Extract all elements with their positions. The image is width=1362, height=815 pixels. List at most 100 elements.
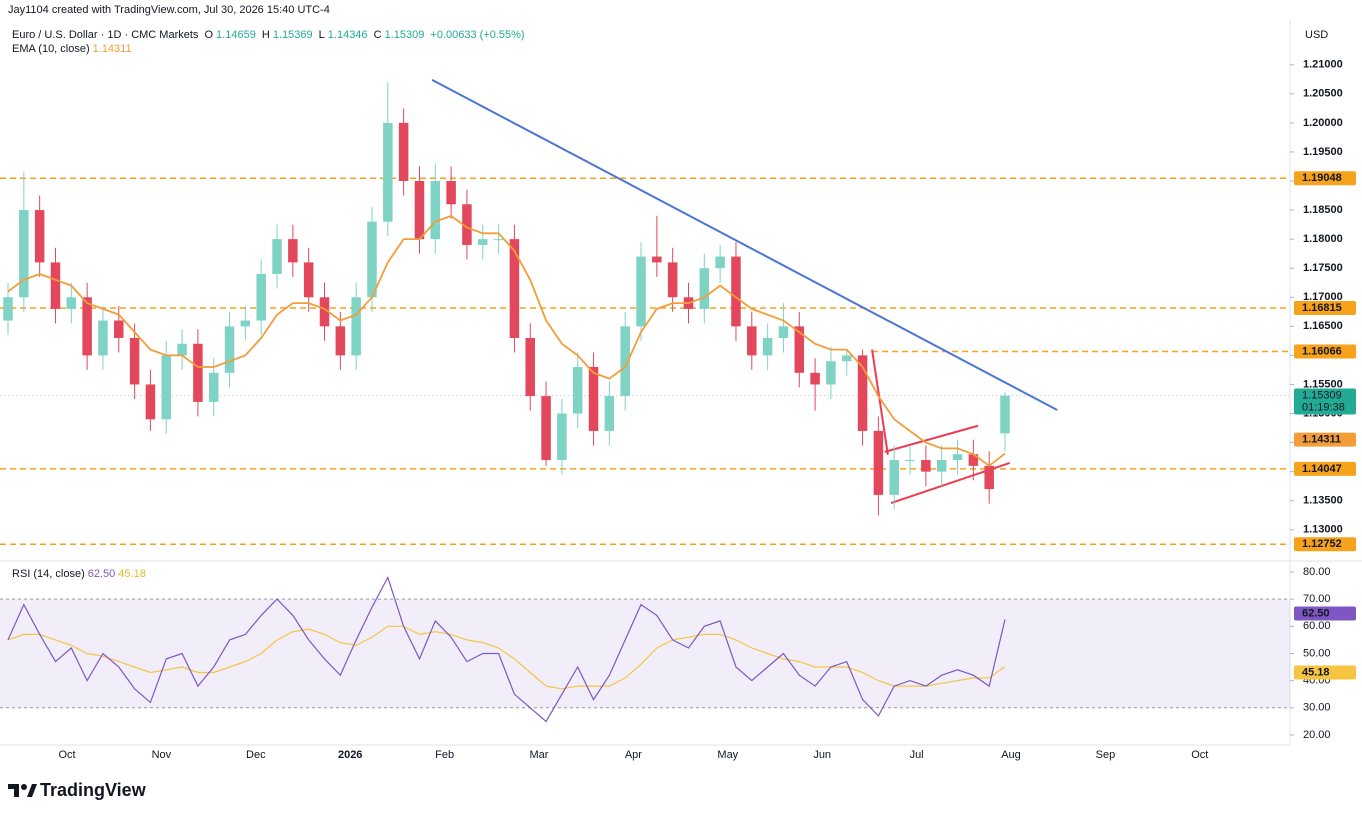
- level-badge-label: 1.16066: [1302, 345, 1342, 357]
- trendline: [884, 424, 979, 453]
- candle-body: [398, 122, 409, 182]
- candle-body: [762, 337, 773, 356]
- price-badge: [1294, 388, 1356, 415]
- level-badge-label: 1.14047: [1302, 463, 1342, 475]
- rsi-band: [0, 599, 1290, 708]
- candle-body: [936, 460, 947, 472]
- candle-body: [367, 221, 377, 298]
- rsi-tick-label: 50.00: [1303, 647, 1331, 659]
- ema-badge: [1294, 432, 1356, 447]
- candle-body: [208, 372, 219, 402]
- x-tick-label: May: [717, 749, 738, 761]
- high: 1.15369: [272, 29, 313, 41]
- candle-body: [161, 355, 172, 420]
- y-tick-label: 1.19500: [1303, 146, 1343, 158]
- candle-body: [114, 320, 124, 338]
- candle-body: [19, 210, 29, 298]
- trendline: [871, 349, 889, 455]
- rsi-line: [7, 575, 1006, 723]
- o-letter: O: [204, 29, 214, 41]
- candle-body: [430, 181, 441, 240]
- rsi-tick-label: 20.00: [1303, 729, 1331, 741]
- candle-body: [288, 239, 298, 263]
- candle-body: [66, 297, 77, 309]
- symbol: Euro / U.S. Dollar · 1D · CMC Markets: [12, 29, 199, 41]
- candle-body: [652, 256, 662, 263]
- level-badge: [1294, 461, 1356, 476]
- candle-body: [667, 262, 678, 298]
- candle-body: [889, 460, 899, 495]
- rsi-ma-value: 45.18: [118, 568, 146, 580]
- candle-body: [952, 454, 963, 461]
- y-tick-label: 1.18000: [1303, 233, 1343, 245]
- candle-body: [636, 256, 646, 327]
- candle-body: [3, 297, 13, 321]
- ema-line: [7, 214, 1006, 467]
- candle-body: [383, 122, 393, 222]
- currency-text: USD: [1305, 29, 1329, 41]
- x-tick-label: Jun: [813, 749, 831, 761]
- candle-body: [984, 465, 994, 490]
- x-tick-label: Oct: [1191, 749, 1208, 761]
- x-tick-label: 2026: [338, 749, 362, 761]
- candle-body: [841, 355, 852, 362]
- y-tick-label: 1.17000: [1303, 291, 1343, 303]
- candle-body: [82, 297, 92, 356]
- legend-ema: EMA (10, close) 1.14311: [12, 43, 135, 55]
- x-tick-label: Oct: [58, 749, 75, 761]
- candle-body: [224, 326, 235, 373]
- rsi-ma-badge-label: 45.18: [1302, 666, 1330, 678]
- candle-body: [98, 320, 108, 356]
- brand: TradingView: [40, 780, 147, 800]
- level-badge: [1294, 171, 1356, 186]
- candle-body: [747, 326, 757, 356]
- candle-body: [256, 274, 266, 321]
- logo-icon: [8, 784, 37, 797]
- y-tick-label: 1.16500: [1303, 320, 1343, 332]
- candle-body: [145, 384, 156, 420]
- x-tick-label: Mar: [530, 749, 549, 761]
- candle-body: [177, 343, 187, 356]
- y-tick-label: 1.20500: [1303, 88, 1343, 100]
- candle-body: [968, 454, 979, 466]
- candle-body: [193, 343, 203, 402]
- rsi-value: 62.50: [87, 568, 116, 580]
- x-tick-label: Sep: [1096, 749, 1116, 761]
- candle-body: [588, 367, 599, 431]
- candle-body: [572, 367, 583, 414]
- ema-name: EMA (10, close): [12, 43, 90, 55]
- level-badge: [1294, 344, 1356, 359]
- c-letter: C: [373, 29, 382, 41]
- candle-body: [1000, 395, 1010, 434]
- y-tick-label: 1.21000: [1303, 59, 1343, 71]
- rsi-tick-label: 80.00: [1303, 566, 1331, 578]
- candle-body: [462, 204, 472, 245]
- rsi-badge: [1294, 606, 1356, 621]
- candle-body: [509, 239, 520, 338]
- legend-rsi: RSI (14, close) 62.50 45.18: [12, 568, 149, 580]
- candle-body: [319, 297, 330, 327]
- countdown: 01:19:38: [1302, 401, 1345, 413]
- credit-text: Jay1104 created with TradingView.com, Ju…: [8, 4, 330, 16]
- level-badge: [1294, 537, 1356, 552]
- candle-body: [620, 326, 630, 397]
- low: 1.14346: [327, 29, 368, 41]
- trendline: [431, 78, 1058, 411]
- currency: USD: [1305, 29, 1331, 41]
- y-tick-label: 1.13500: [1303, 495, 1343, 507]
- change: +0.00633 (+0.55%): [430, 29, 525, 41]
- level-badge-label: 1.12752: [1302, 538, 1342, 550]
- candle-body: [794, 326, 805, 373]
- candle-body: [493, 239, 504, 241]
- candle-body: [50, 262, 61, 309]
- x-tick-label: Dec: [246, 749, 266, 761]
- candle-body: [414, 181, 425, 240]
- level-badge-label: 1.19048: [1302, 172, 1342, 184]
- x-tick-label: Aug: [1001, 749, 1021, 761]
- candle-body: [604, 396, 615, 431]
- open: 1.14659: [216, 29, 256, 41]
- candle-body: [873, 430, 884, 495]
- x-tick-label: Nov: [152, 749, 172, 761]
